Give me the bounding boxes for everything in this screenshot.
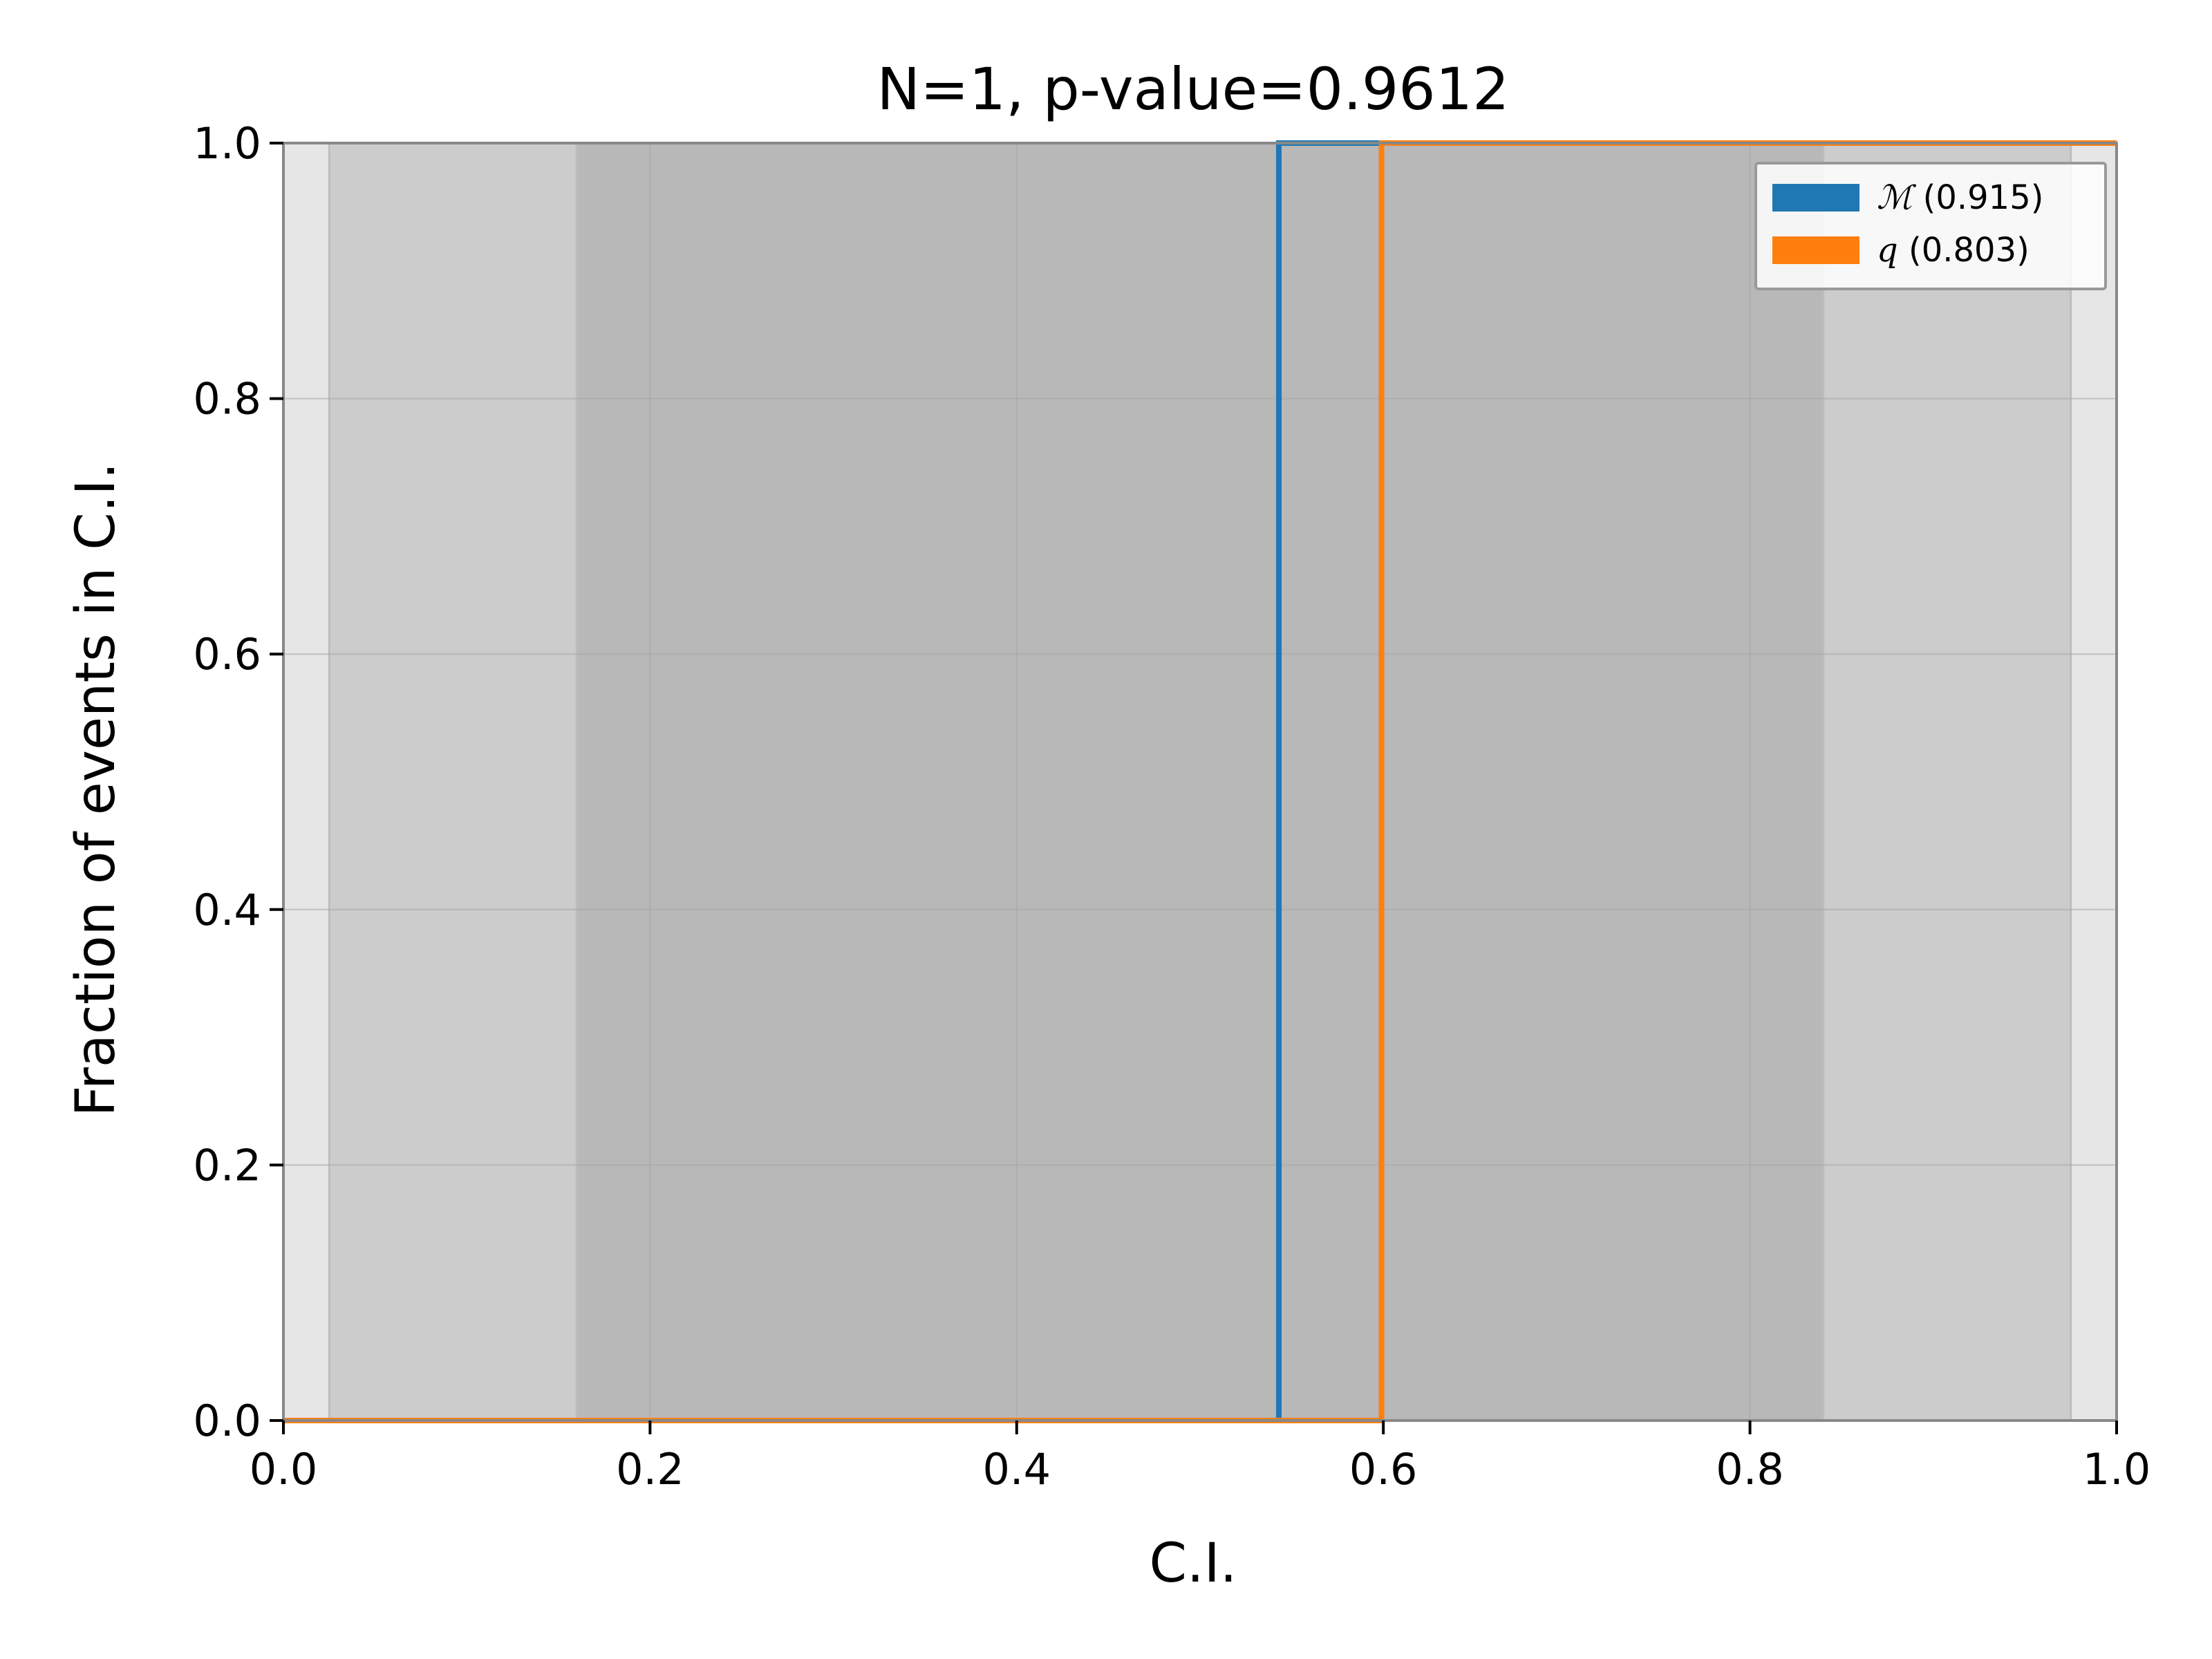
plot-area: 0.0 0.2 0.4 0.6 0.8 1.0 0.0 0.2 0.4 0.6 0.8 1.0 ℳ (0… [193,118,2150,1494]
y-tick-label-0: 0.0 [193,1396,261,1446]
y-tick-label-5: 1.0 [193,118,261,169]
x-axis-label: C.I. [1149,1533,1237,1595]
legend-symbol-2: q [1877,231,1898,270]
x-tick-label-2: 0.4 [982,1444,1051,1494]
legend-entry-2: q (0.803) [1877,231,2030,270]
legend-entry-1: ℳ (0.915) [1877,178,2043,217]
x-tick-label-4: 0.8 [1716,1444,1784,1494]
x-tick-label-1: 0.2 [616,1444,684,1494]
confidence-band-3 [575,142,1825,1422]
y-tick-label-3: 0.6 [193,629,261,679]
legend-swatch-1 [1772,184,1859,212]
x-tick-label-0: 0.0 [250,1444,318,1494]
legend: ℳ (0.915) q (0.803) [1754,162,2107,290]
x-tick-label-5: 1.0 [2083,1444,2151,1494]
y-tick-label-2: 0.4 [193,885,261,935]
legend-swatch-2 [1772,236,1859,264]
legend-value-2: (0.803) [1898,231,2030,270]
chart-title: N=1, p-value=0.9612 [877,55,1509,123]
plot-frame [282,142,2118,1422]
y-tick-label-1: 0.2 [193,1140,261,1190]
y-axis-label: Fraction of events in C.I. [65,462,127,1117]
y-tick-label-4: 0.8 [193,374,261,424]
legend-symbol-1: ℳ [1877,178,1917,217]
x-tick-label-3: 0.6 [1349,1444,1418,1494]
legend-value-1: (0.915) [1912,178,2043,217]
